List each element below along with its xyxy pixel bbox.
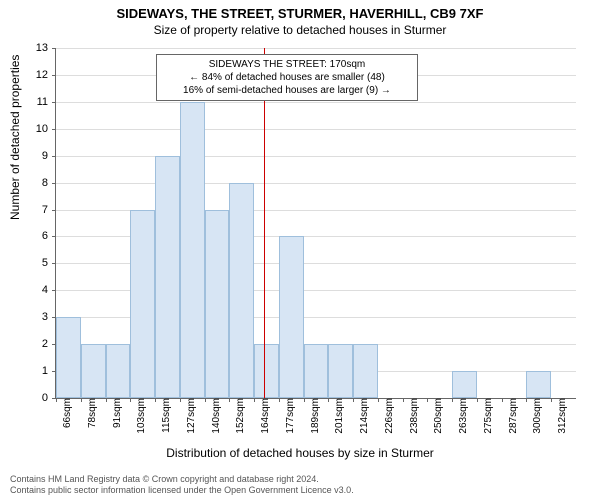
x-tick [180, 398, 181, 402]
histogram-bar [279, 236, 304, 398]
x-tick [81, 398, 82, 402]
chart-container: SIDEWAYS, THE STREET, STURMER, HAVERHILL… [0, 0, 600, 500]
y-tick-label: 12 [36, 69, 56, 81]
y-tick-label: 0 [42, 392, 56, 404]
annotation-line2: ← 84% of detached houses are smaller (48… [163, 71, 411, 84]
footer-line2: Contains public sector information licen… [10, 485, 590, 496]
histogram-bar [328, 344, 353, 398]
histogram-bar [81, 344, 106, 398]
annotation-line3: 16% of semi-detached houses are larger (… [163, 84, 411, 97]
annotation-box: SIDEWAYS THE STREET: 170sqm ← 84% of det… [156, 54, 418, 101]
x-tick-label: 152sqm [233, 398, 246, 434]
x-tick [328, 398, 329, 402]
x-tick-label: 300sqm [530, 398, 543, 434]
footer-attribution: Contains HM Land Registry data © Crown c… [10, 474, 590, 496]
x-tick [353, 398, 354, 402]
x-tick [477, 398, 478, 402]
chart-title-main: SIDEWAYS, THE STREET, STURMER, HAVERHILL… [0, 0, 600, 21]
gridline [56, 102, 576, 103]
histogram-bar [452, 371, 477, 398]
x-tick [304, 398, 305, 402]
y-tick-label: 9 [42, 150, 56, 162]
x-tick-label: 140sqm [209, 398, 222, 434]
x-tick [254, 398, 255, 402]
x-tick [279, 398, 280, 402]
x-tick-label: 103sqm [134, 398, 147, 434]
x-tick [155, 398, 156, 402]
x-tick [229, 398, 230, 402]
x-tick [526, 398, 527, 402]
x-tick-label: 214sqm [357, 398, 370, 434]
histogram-bar [229, 183, 254, 398]
y-tick-label: 5 [42, 257, 56, 269]
y-axis-label: Number of detached properties [8, 55, 22, 220]
x-tick [502, 398, 503, 402]
x-axis-label: Distribution of detached houses by size … [0, 446, 600, 460]
histogram-bar [304, 344, 329, 398]
annotation-line1: SIDEWAYS THE STREET: 170sqm [163, 58, 411, 71]
histogram-bar [526, 371, 551, 398]
x-tick-label: 177sqm [283, 398, 296, 434]
gridline [56, 129, 576, 130]
y-tick-label: 10 [36, 123, 56, 135]
x-tick [403, 398, 404, 402]
x-tick [551, 398, 552, 402]
x-tick-label: 250sqm [431, 398, 444, 434]
histogram-bar [353, 344, 378, 398]
gridline [56, 156, 576, 157]
gridline [56, 183, 576, 184]
x-tick-label: 164sqm [258, 398, 271, 434]
histogram-bar [205, 210, 230, 398]
x-tick-label: 287sqm [506, 398, 519, 434]
x-tick-label: 226sqm [382, 398, 395, 434]
x-tick [56, 398, 57, 402]
x-tick [106, 398, 107, 402]
x-tick-label: 189sqm [308, 398, 321, 434]
y-tick-label: 11 [37, 96, 56, 108]
histogram-bar [180, 102, 205, 398]
plot-area: 01234567891011121366sqm78sqm91sqm103sqm1… [55, 48, 576, 399]
x-tick [130, 398, 131, 402]
x-tick-label: 78sqm [85, 398, 98, 428]
y-tick-label: 13 [36, 42, 56, 54]
x-tick-label: 127sqm [184, 398, 197, 434]
x-tick [205, 398, 206, 402]
x-tick-label: 91sqm [110, 398, 123, 428]
y-tick-label: 2 [42, 338, 56, 350]
x-tick-label: 312sqm [555, 398, 568, 434]
x-tick-label: 66sqm [60, 398, 73, 428]
x-tick [452, 398, 453, 402]
x-tick-label: 275sqm [481, 398, 494, 434]
gridline [56, 48, 576, 49]
footer-line1: Contains HM Land Registry data © Crown c… [10, 474, 590, 485]
y-tick-label: 4 [42, 284, 56, 296]
histogram-bar [155, 156, 180, 398]
y-tick-label: 1 [42, 365, 56, 377]
y-tick-label: 8 [42, 177, 56, 189]
x-tick-label: 201sqm [332, 398, 345, 434]
y-tick-label: 6 [42, 230, 56, 242]
x-tick [427, 398, 428, 402]
chart-title-sub: Size of property relative to detached ho… [0, 21, 600, 37]
histogram-bar [254, 344, 279, 398]
x-tick [378, 398, 379, 402]
x-tick-label: 115sqm [159, 398, 172, 433]
histogram-bar [106, 344, 131, 398]
y-tick-label: 7 [42, 204, 56, 216]
histogram-bar [56, 317, 81, 398]
y-tick-label: 3 [42, 311, 56, 323]
x-tick-label: 238sqm [407, 398, 420, 434]
x-tick-label: 263sqm [456, 398, 469, 434]
histogram-bar [130, 210, 155, 398]
